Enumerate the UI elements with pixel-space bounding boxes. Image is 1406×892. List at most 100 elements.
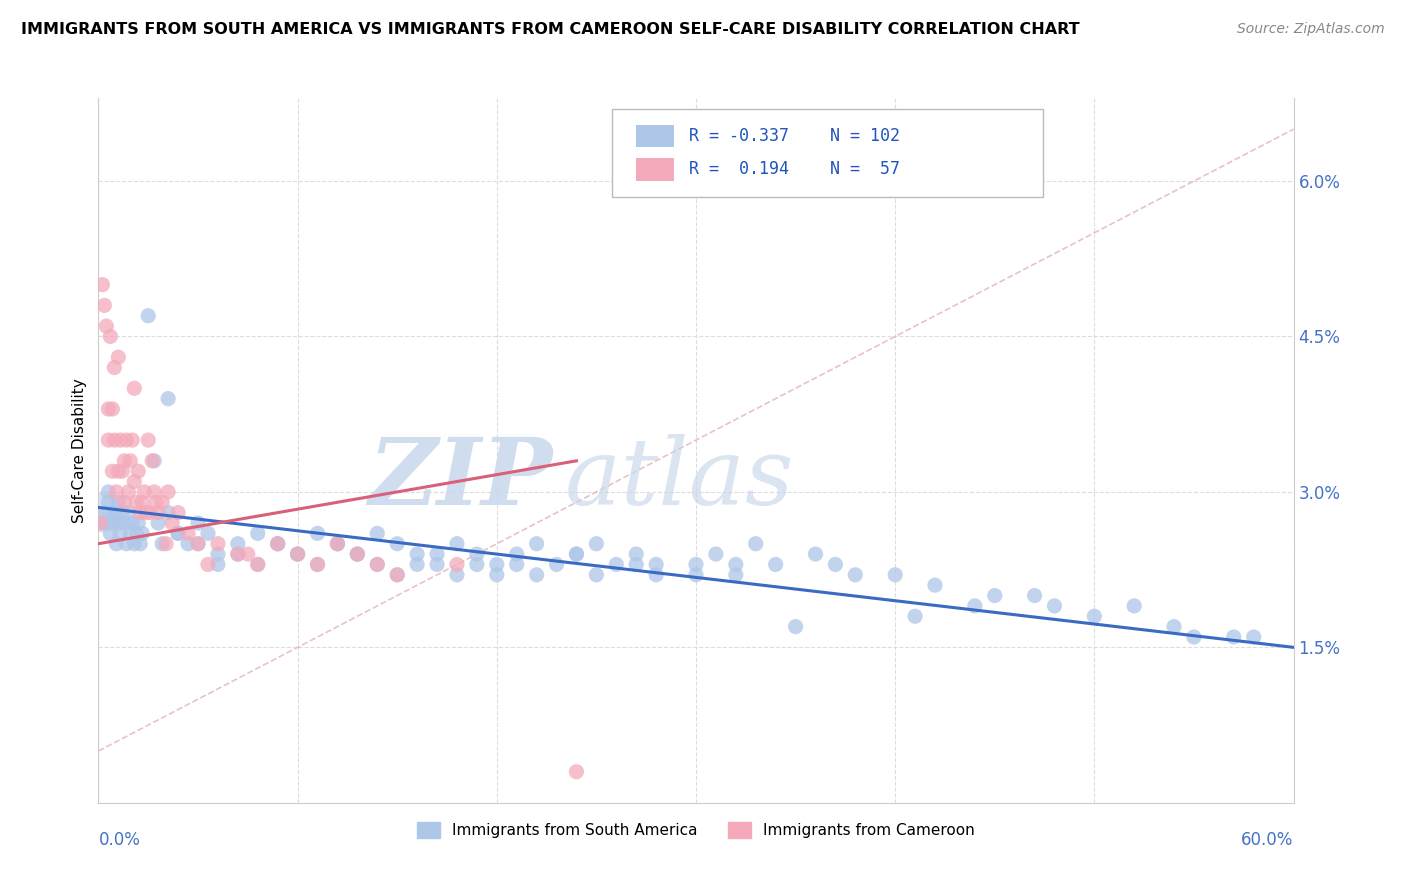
Text: R = -0.337: R = -0.337: [689, 128, 789, 145]
Point: [112, 495, 135, 509]
Point: [385, 537, 409, 551]
Point: [124, 381, 146, 395]
Point: [804, 547, 827, 561]
Point: [844, 567, 866, 582]
Point: [1223, 630, 1246, 644]
Point: [129, 537, 152, 551]
Point: [346, 547, 368, 561]
Point: [267, 537, 290, 551]
Point: [1123, 599, 1146, 613]
Point: [685, 558, 707, 572]
Point: [125, 526, 148, 541]
Point: [704, 547, 727, 561]
Point: [724, 558, 747, 572]
Point: [112, 454, 135, 468]
Point: [884, 567, 907, 582]
Point: [110, 526, 132, 541]
Point: [157, 392, 180, 406]
Bar: [637, 158, 675, 180]
Text: 60.0%: 60.0%: [1241, 831, 1294, 849]
Point: [1083, 609, 1105, 624]
Point: [150, 537, 173, 551]
Point: [1163, 619, 1185, 633]
Point: [824, 558, 846, 572]
Point: [307, 526, 329, 541]
Point: [307, 558, 329, 572]
Point: [129, 506, 152, 520]
Point: [97, 484, 120, 499]
Point: [157, 484, 180, 499]
Text: IMMIGRANTS FROM SOUTH AMERICA VS IMMIGRANTS FROM CAMEROON SELF-CARE DISABILITY C: IMMIGRANTS FROM SOUTH AMERICA VS IMMIGRA…: [21, 22, 1080, 37]
Point: [626, 547, 648, 561]
Point: [724, 567, 747, 582]
Point: [112, 516, 135, 530]
Text: Source: ZipAtlas.com: Source: ZipAtlas.com: [1237, 22, 1385, 37]
Point: [765, 558, 787, 572]
Point: [406, 547, 429, 561]
Point: [585, 537, 607, 551]
Bar: [637, 125, 675, 147]
Point: [131, 495, 153, 509]
Point: [117, 506, 139, 520]
Point: [1043, 599, 1066, 613]
Point: [117, 484, 139, 499]
Point: [110, 433, 132, 447]
Point: [226, 547, 249, 561]
Point: [107, 464, 129, 478]
Point: [131, 526, 153, 541]
Point: [115, 433, 138, 447]
Point: [287, 547, 309, 561]
Point: [1024, 589, 1046, 603]
Point: [91, 277, 114, 292]
Point: [287, 547, 309, 561]
Point: [101, 402, 124, 417]
Point: [385, 567, 409, 582]
Point: [246, 558, 269, 572]
Point: [645, 558, 668, 572]
Point: [167, 526, 190, 541]
Point: [346, 547, 368, 561]
Text: N =  57: N = 57: [830, 161, 900, 178]
Point: [366, 558, 388, 572]
Point: [685, 567, 707, 582]
Point: [465, 547, 488, 561]
Point: [107, 350, 129, 364]
Point: [207, 558, 229, 572]
Point: [115, 537, 138, 551]
Point: [148, 506, 170, 520]
Point: [446, 537, 468, 551]
Point: [121, 516, 143, 530]
Point: [93, 298, 115, 312]
Point: [326, 537, 349, 551]
Point: [1243, 630, 1265, 644]
Point: [125, 495, 148, 509]
Point: [426, 547, 449, 561]
Point: [97, 433, 120, 447]
Point: [346, 547, 368, 561]
Point: [148, 516, 170, 530]
Point: [236, 547, 259, 561]
Point: [155, 537, 177, 551]
Point: [111, 464, 134, 478]
Point: [485, 567, 508, 582]
Point: [963, 599, 986, 613]
Y-axis label: Self-Care Disability: Self-Care Disability: [72, 378, 87, 523]
Point: [105, 537, 128, 551]
Text: N = 102: N = 102: [830, 128, 900, 145]
Point: [187, 516, 209, 530]
Point: [120, 454, 142, 468]
Point: [904, 609, 927, 624]
Point: [187, 537, 209, 551]
Point: [385, 567, 409, 582]
Point: [103, 506, 125, 520]
Point: [150, 495, 173, 509]
Point: [98, 329, 122, 343]
Point: [135, 506, 157, 520]
Point: [745, 537, 768, 551]
Point: [506, 558, 529, 572]
Point: [226, 537, 249, 551]
Point: [96, 319, 118, 334]
Point: [101, 464, 124, 478]
Point: [97, 402, 120, 417]
Point: [141, 454, 163, 468]
